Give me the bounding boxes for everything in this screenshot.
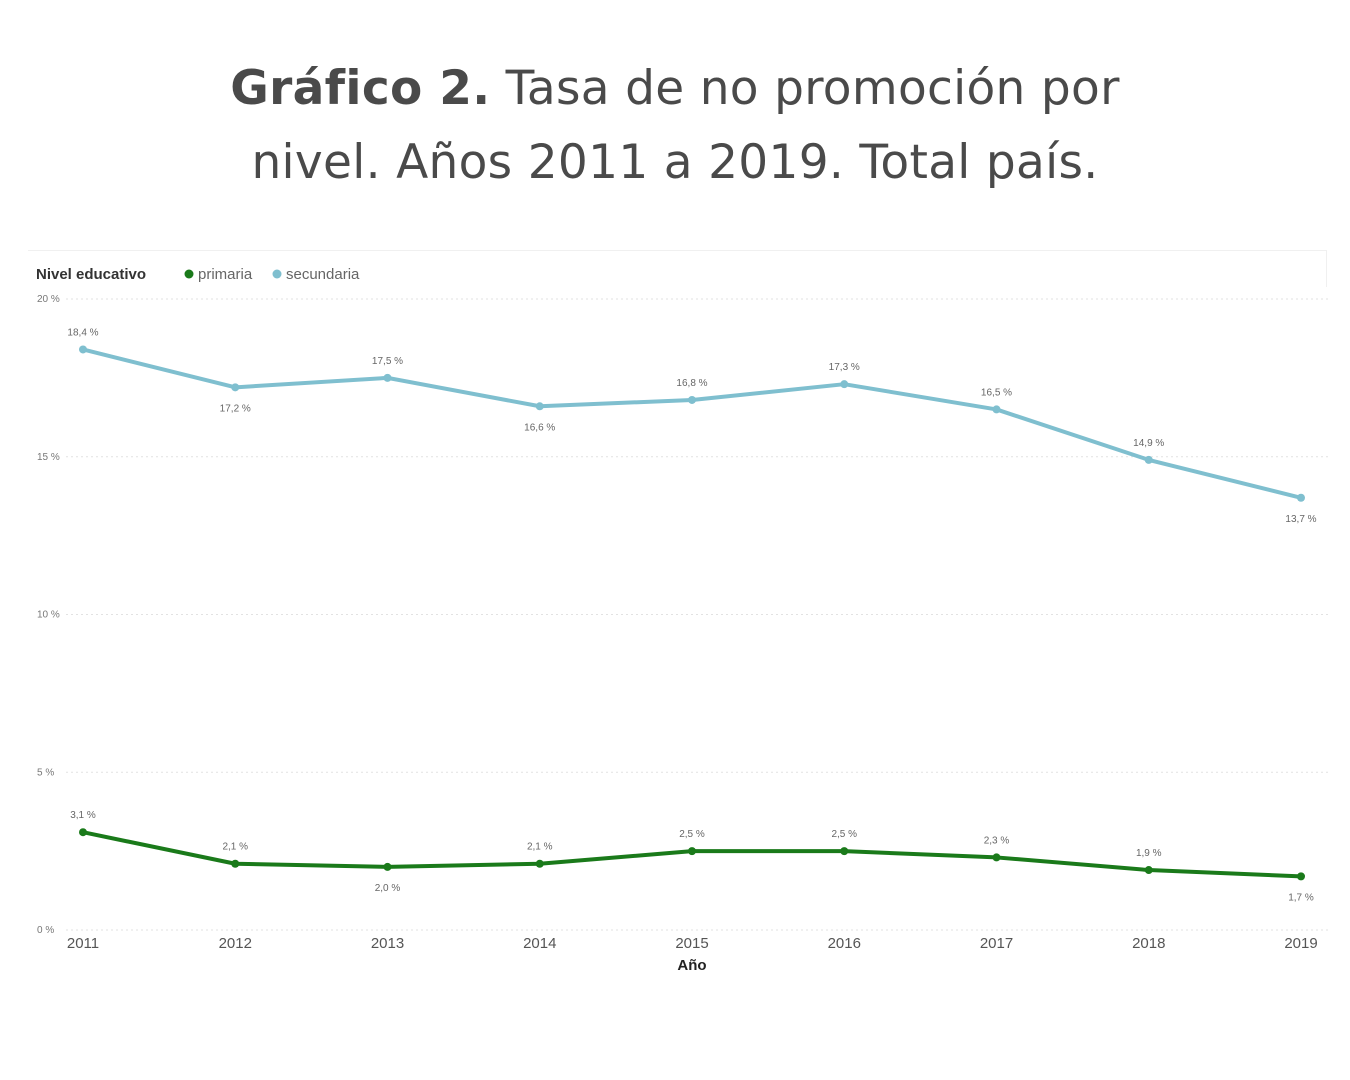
x-tick-label: 2019	[1284, 935, 1317, 952]
legend-label-secundaria[interactable]: secundaria	[286, 266, 360, 283]
data-label-secundaria: 17,5 %	[372, 356, 403, 367]
y-tick-label: 5 %	[37, 767, 54, 778]
x-tick-label: 2012	[219, 935, 252, 952]
data-label-primaria: 3,1 %	[70, 810, 96, 821]
data-point-secundaria[interactable]	[840, 380, 849, 389]
title-rest: Tasa de no promoción por	[490, 61, 1120, 116]
series-primaria: 3,1 % 2,1 % 2,0 % 2,1 % 2,5 % 2,5 % 2,3 % 1,9 %…	[70, 810, 1314, 903]
data-point-primaria[interactable]	[535, 859, 544, 868]
data-label-primaria: 2,5 %	[831, 829, 857, 840]
data-point-secundaria[interactable]	[383, 373, 392, 382]
data-label-secundaria: 13,7 %	[1285, 514, 1316, 525]
legend-title: Nivel educativo	[36, 266, 146, 283]
x-tick-label: 2016	[828, 935, 861, 952]
data-point-secundaria[interactable]	[688, 395, 696, 404]
x-tick-label: 2018	[1132, 935, 1165, 952]
y-tick-label: 15 %	[37, 452, 60, 463]
y-tick-label: 0 %	[37, 925, 54, 936]
legend-label-primaria[interactable]: primaria	[198, 266, 253, 283]
data-label-primaria: 1,7 %	[1288, 892, 1314, 903]
data-label-primaria: 2,3 %	[984, 835, 1010, 846]
data-point-primaria[interactable]	[840, 847, 849, 856]
data-label-primaria: 2,0 %	[375, 883, 401, 894]
data-point-secundaria[interactable]	[79, 345, 87, 354]
data-label-secundaria: 17,3 %	[829, 362, 860, 373]
data-label-primaria: 2,5 %	[679, 829, 705, 840]
data-label-secundaria: 14,9 %	[1133, 438, 1164, 449]
title-bold: Gráfico 2.	[230, 61, 491, 116]
data-point-secundaria[interactable]	[231, 383, 240, 392]
title-line-2: nivel. Años 2011 a 2019. Total país.	[251, 135, 1099, 190]
legend-dot-secundaria[interactable]	[272, 269, 282, 279]
data-label-secundaria: 18,4 %	[67, 327, 98, 338]
data-point-primaria[interactable]	[688, 847, 696, 856]
title-line-1: Gráfico 2. Tasa de no promoción por	[0, 52, 1350, 126]
x-tick-label: 2014	[523, 935, 556, 952]
series-secundaria: 18,4 % 17,2 % 17,5 % 16,6 % 16,8 % 17,3 % 16,5…	[67, 327, 1316, 524]
data-point-primaria[interactable]	[231, 859, 240, 868]
x-axis-ticks: 2011 2012 2013 2014 2015 2016 2017 2018 2019	[67, 935, 1318, 952]
y-tick-label: 20 %	[37, 294, 60, 305]
data-label-primaria: 1,9 %	[1136, 848, 1162, 859]
legend: Nivel educativo primaria secundaria	[36, 266, 360, 283]
x-tick-label: 2013	[371, 935, 404, 952]
x-tick-label: 2017	[980, 935, 1013, 952]
series-line-secundaria	[81, 347, 1303, 500]
data-label-primaria: 2,1 %	[222, 842, 248, 853]
data-label-primaria: 2,1 %	[527, 842, 553, 853]
data-point-primaria[interactable]	[1297, 872, 1305, 881]
x-axis-label: Año	[677, 957, 706, 974]
data-point-secundaria[interactable]	[535, 402, 544, 411]
data-point-secundaria[interactable]	[1144, 455, 1153, 464]
chart-frame	[28, 250, 1327, 287]
data-point-primaria[interactable]	[79, 828, 87, 837]
chart-title: Gráfico 2. Tasa de no promoción por nive…	[0, 52, 1350, 200]
data-label-secundaria: 16,5 %	[981, 387, 1012, 398]
gridlines	[66, 298, 1330, 931]
data-point-secundaria[interactable]	[992, 405, 1001, 414]
y-tick-label: 10 %	[37, 610, 60, 621]
series: 3,1 % 2,1 % 2,0 % 2,1 % 2,5 % 2,5 % 2,3 % 1,9 %…	[67, 327, 1316, 903]
data-label-secundaria: 16,8 %	[676, 378, 707, 389]
data-point-primaria[interactable]	[383, 862, 392, 871]
y-axis-ticks: 0 % 5 % 10 % 15 % 20 %	[37, 294, 60, 936]
x-tick-label: 2011	[67, 935, 99, 952]
x-tick-label: 2015	[675, 935, 708, 952]
legend-dot-primaria[interactable]	[184, 269, 194, 279]
data-point-primaria[interactable]	[1144, 866, 1153, 875]
data-point-primaria[interactable]	[992, 853, 1001, 862]
data-label-secundaria: 17,2 %	[220, 403, 251, 414]
data-label-secundaria: 16,6 %	[524, 422, 555, 433]
data-point-secundaria[interactable]	[1297, 493, 1305, 502]
